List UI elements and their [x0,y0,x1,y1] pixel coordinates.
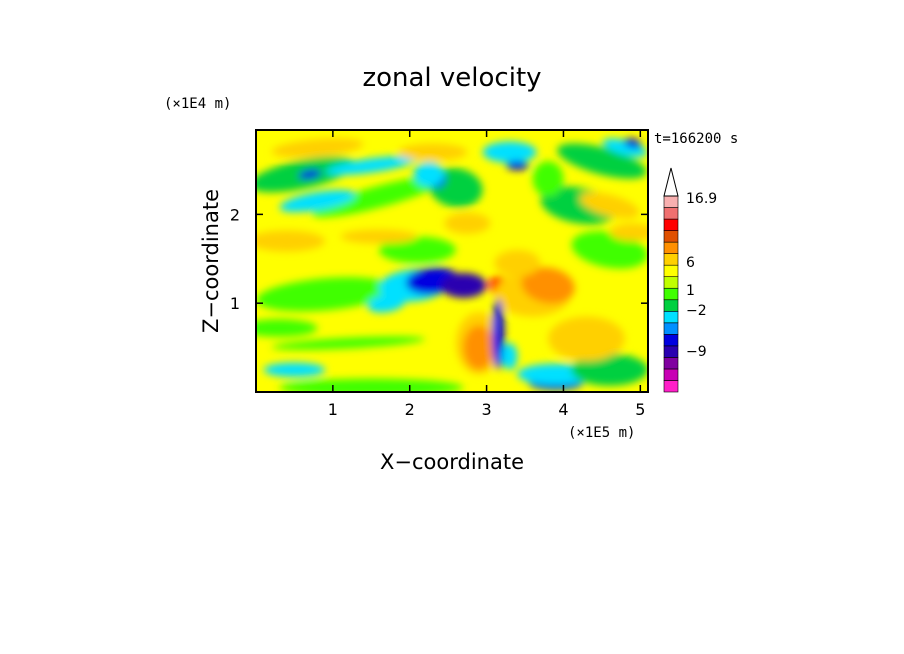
colorbar-swatch [663,195,679,208]
field-region [521,267,575,304]
colorbar-label: −2 [686,303,707,319]
field-region [557,143,647,179]
chart-title: zonal velocity [362,63,541,93]
field-region [325,156,417,176]
field-region [256,277,395,312]
field-region [463,325,495,370]
time-label: t=166200 s [654,131,738,147]
colorbar-label: 1 [686,283,695,299]
colorbar: 16.9 6 1 −2 −9 [663,167,717,393]
colorbar-swatch [663,241,679,254]
x-tick-label: 5 [635,400,645,419]
field-region [312,175,446,218]
y-tick-label: 1 [230,294,240,313]
x-unit-label: (×1E5 m) [568,425,635,441]
x-tick-label: 4 [558,400,568,419]
field-region [367,293,406,313]
field-region [279,190,356,213]
field-region [609,223,648,242]
colorbar-swatch [663,218,679,231]
field-region [623,138,642,149]
colorbar-swatch [663,253,679,266]
y-unit-label: (×1E4 m) [164,96,231,112]
plot-frame [255,129,649,393]
colorbar-swatch [663,380,679,393]
field-blobs [256,138,648,392]
field-region [501,343,518,370]
colorbar-swatch [663,299,679,312]
colorbar-swatch [663,334,679,347]
colorbar-swatch [663,357,679,370]
colorbar-swatch [663,207,679,220]
colorbar-swatch [663,322,679,335]
field-region [298,169,322,180]
colorbar-label: 16.9 [686,191,717,207]
colorbar-swatch [663,276,679,289]
y-axis: 12 [230,205,648,313]
field-region [279,378,464,392]
field-region [271,138,364,158]
field-region [548,316,625,361]
field-region [505,161,529,170]
colorbar-label: 6 [686,255,695,271]
colorbar-swatch [663,230,679,243]
field-region [444,212,491,234]
x-tick-label: 2 [405,400,415,419]
field-region [263,362,326,377]
colorbar-swatch [663,287,679,301]
colorbar-swatch [663,264,679,278]
field-region [482,141,537,163]
field-region [579,192,640,219]
field-region [271,336,425,350]
field-region [378,236,456,264]
x-axis-label: X−coordinate [380,450,524,474]
field-region [440,272,487,298]
field-region [256,230,326,252]
y-axis-label: Z−coordinate [199,189,223,333]
field-region [398,143,468,162]
contour-field [256,130,648,392]
x-tick-label: 1 [328,400,338,419]
colorbar-swatch [663,310,679,324]
field-region [571,353,648,386]
y-tick-label: 2 [230,205,240,224]
field-region [494,249,541,277]
field-region [491,298,505,370]
x-axis: 1 2 3 4 5 [328,130,645,419]
field-region [602,138,648,157]
field-region [413,161,445,187]
field-region [340,229,418,244]
field-region [256,319,318,337]
colorbar-arrow [663,167,679,197]
colorbar-swatch [663,368,679,381]
colorbar-swatch [663,345,679,358]
field-region [532,161,564,197]
colorbar-label: −9 [686,344,707,360]
x-tick-label: 3 [481,400,491,419]
